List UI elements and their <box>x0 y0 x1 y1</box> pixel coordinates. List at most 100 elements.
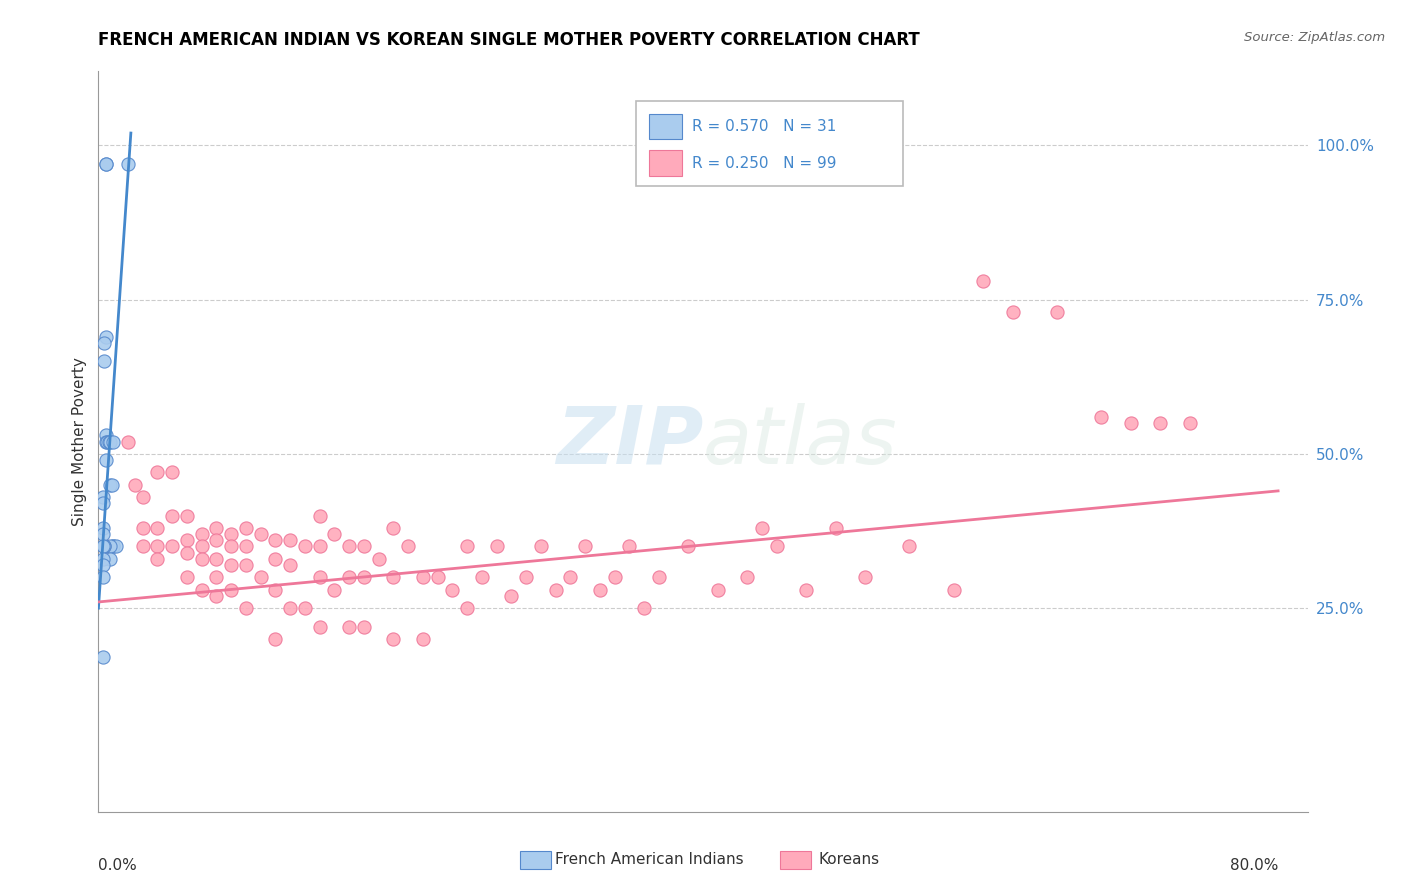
Point <box>190 551 212 566</box>
Point <box>1090 409 1112 424</box>
Point <box>544 582 567 597</box>
Point <box>308 570 330 584</box>
Point <box>853 570 876 584</box>
Point <box>93 540 115 554</box>
Text: atlas: atlas <box>703 402 898 481</box>
Point <box>353 540 375 554</box>
Point <box>648 570 671 584</box>
Point <box>235 601 257 615</box>
Point <box>574 540 596 554</box>
Point <box>160 540 183 554</box>
Point <box>98 477 121 491</box>
Point <box>530 540 553 554</box>
Point <box>456 540 478 554</box>
Point <box>91 540 114 554</box>
Point <box>337 540 360 554</box>
Point <box>619 540 641 554</box>
Point <box>603 570 626 584</box>
Point <box>190 527 212 541</box>
Point <box>176 570 198 584</box>
Point <box>323 582 346 597</box>
Point <box>97 434 120 449</box>
Text: Source: ZipAtlas.com: Source: ZipAtlas.com <box>1244 31 1385 45</box>
Point <box>205 589 228 603</box>
Point <box>131 521 153 535</box>
Point <box>93 540 115 554</box>
Point <box>337 570 360 584</box>
Point <box>101 540 124 554</box>
FancyBboxPatch shape <box>648 151 682 176</box>
Point <box>219 527 242 541</box>
Text: ZIP: ZIP <box>555 402 703 481</box>
Point <box>1149 416 1171 430</box>
Point <box>176 546 198 560</box>
Point <box>308 619 330 633</box>
Point <box>441 582 464 597</box>
Point <box>765 540 787 554</box>
Text: 0.0%: 0.0% <box>98 857 138 872</box>
Point <box>735 570 758 584</box>
Point <box>337 619 360 633</box>
Point <box>91 496 114 510</box>
Point <box>1001 305 1024 319</box>
Point <box>190 582 212 597</box>
Point <box>94 453 117 467</box>
Point <box>131 490 153 504</box>
Point <box>794 582 817 597</box>
Point <box>146 521 169 535</box>
Point <box>264 533 287 548</box>
Point <box>382 632 405 646</box>
Point <box>91 521 114 535</box>
Point <box>219 582 242 597</box>
Point <box>94 428 117 442</box>
Point <box>501 589 523 603</box>
FancyBboxPatch shape <box>637 101 903 186</box>
Point <box>367 551 389 566</box>
Point <box>101 434 124 449</box>
Y-axis label: Single Mother Poverty: Single Mother Poverty <box>72 357 87 526</box>
Point <box>278 558 301 572</box>
Point <box>98 434 121 449</box>
Text: 80.0%: 80.0% <box>1230 857 1278 872</box>
Point <box>456 601 478 615</box>
Point <box>278 601 301 615</box>
Point <box>205 570 228 584</box>
Point <box>205 533 228 548</box>
Point <box>308 540 330 554</box>
Point <box>412 570 434 584</box>
Point <box>91 490 114 504</box>
Point <box>249 570 271 584</box>
Point <box>706 582 728 597</box>
Text: French American Indians: French American Indians <box>555 853 744 867</box>
Point <box>94 157 117 171</box>
Point <box>98 551 121 566</box>
Point <box>382 521 405 535</box>
Point <box>412 632 434 646</box>
Point <box>396 540 419 554</box>
Point <box>146 540 169 554</box>
Point <box>278 533 301 548</box>
Point <box>589 582 612 597</box>
Point <box>93 335 115 350</box>
Point <box>94 434 117 449</box>
Text: R = 0.250   N = 99: R = 0.250 N = 99 <box>692 155 837 170</box>
Point <box>294 540 316 554</box>
Point <box>105 540 128 554</box>
Point <box>219 558 242 572</box>
Text: R = 0.570   N = 31: R = 0.570 N = 31 <box>692 119 837 134</box>
Text: Koreans: Koreans <box>818 853 879 867</box>
Point <box>176 533 198 548</box>
Point <box>471 570 494 584</box>
Point <box>249 527 271 541</box>
Point <box>633 601 655 615</box>
Point <box>353 570 375 584</box>
Point <box>294 601 316 615</box>
Point <box>235 540 257 554</box>
Point <box>678 540 700 554</box>
Point <box>94 329 117 343</box>
Point <box>264 632 287 646</box>
Point <box>91 527 114 541</box>
Point <box>898 540 921 554</box>
Point <box>176 508 198 523</box>
Point <box>101 540 124 554</box>
